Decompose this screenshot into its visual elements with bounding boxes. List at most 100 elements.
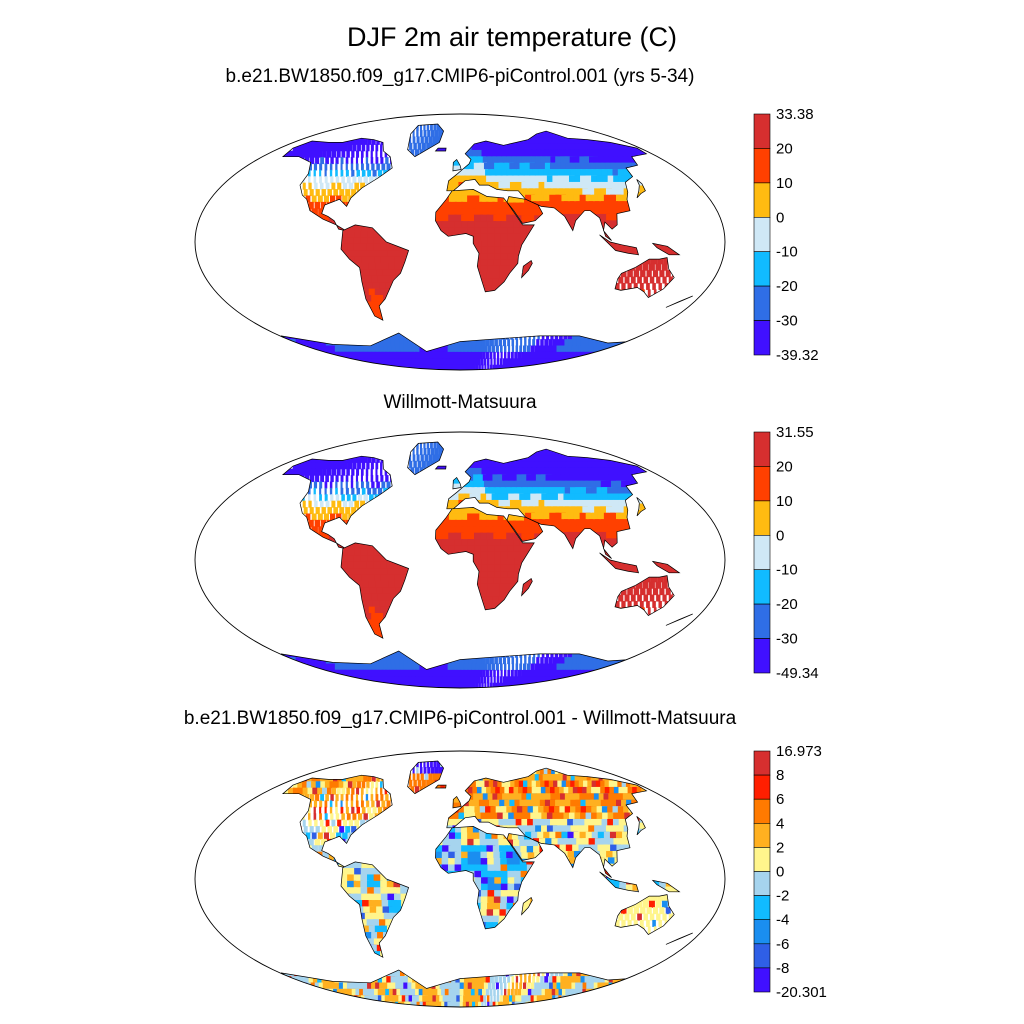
colorbar: 16.973 8 6 4 2 0 -2 -4 -6 -8 -20.301 [753,743,827,1001]
colorbar-label: -6 [776,936,789,953]
colorbar-swatch [753,285,771,321]
colorbar-swatch [753,148,771,184]
coastline-indonesia [599,871,639,893]
coastline-newGuinea [651,242,681,256]
figure-title: DJF 2m air temperature (C) [346,22,678,52]
coastline-uk [452,476,462,490]
colorbar-label: 0 [776,209,784,226]
coastline-newZealand [665,295,693,308]
map-boundary [194,431,726,689]
colorbar-label: 16.973 [776,743,822,760]
colorbar-label: -8 [776,960,789,977]
field-newZealand [669,296,692,308]
colorbar-label: 2 [776,839,784,856]
coastline-southAmerica [340,861,410,958]
colorbar-label: 31.55 [776,424,814,441]
coastline-australia [614,575,675,616]
field-iceland [435,466,447,469]
colorbar-label: -20.301 [776,984,827,1001]
field-japan [636,497,646,516]
coastline-uk [452,795,462,809]
colorbar-swatch [753,466,771,502]
coastline-arabia [506,196,544,224]
colorbar-swatch [753,603,771,639]
colorbar-label: 33.38 [776,106,814,123]
field-northAmerica [282,775,393,868]
coastline-newGuinea [651,879,681,893]
field-antarctica [281,651,629,688]
colorbar-label: 6 [776,791,784,808]
coastline-madagascar [521,577,533,597]
coastline-greenland [407,441,444,476]
field-northAmerica [282,138,393,231]
colorbar-swatch [753,638,771,674]
coastline-indonesia [599,234,639,256]
colorbar-swatch [753,431,771,467]
field-australia [615,894,675,935]
panel-2-map: 31.55 20 10 0 -10 -20 -30 -49.34 [194,424,819,689]
map-boundary [194,750,726,1008]
colorbar-swatch [753,774,771,800]
coastline-africa [435,189,535,293]
colorbar-label: 0 [776,527,784,544]
colorbar: 31.55 20 10 0 -10 -20 -30 -49.34 [753,424,819,682]
coastline-southAmerica [340,224,410,321]
colorbar-label: 10 [776,493,793,510]
coastline-northAmerica [281,774,393,868]
coastline-arabia [506,833,544,861]
colorbar-swatch [753,798,771,824]
land-field [280,760,693,1007]
field-southAmerica [341,542,409,639]
colorbar-label: -30 [776,631,798,648]
colorbar-label: 8 [776,767,784,784]
colorbar-swatch [753,823,771,848]
panel-3-title: b.e21.BW1850.f09_g17.CMIP6-piControl.001… [183,708,737,729]
field-iceland [435,785,447,788]
colorbar-label: -4 [776,912,789,929]
colorbar-label: 0 [776,864,784,881]
colorbar-swatch [753,919,771,945]
field-australia [615,575,675,616]
field-newZealand [669,614,692,626]
field-madagascar [522,260,533,278]
field-northAmerica [282,456,393,549]
coastline-indonesia [599,552,639,574]
colorbar-swatch [753,217,771,253]
colorbar-label: 4 [776,815,784,832]
colorbar-swatch [753,967,771,993]
coastline-madagascar [521,896,533,916]
panel-2-title: Willmott-Matsuura [383,392,537,413]
colorbar-label: -49.34 [776,665,819,682]
colorbar-label: 20 [776,140,793,157]
coastline-iceland [434,465,447,470]
coastline-southAmerica [340,542,410,639]
field-indonesia [599,552,639,573]
coastline-greenland [407,123,444,158]
panel-3-map: 16.973 8 6 4 2 0 -2 -4 -6 -8 -20.301 [194,743,827,1008]
coastline-newZealand [665,613,693,626]
coastline-japan [636,816,646,836]
colorbar-label: -10 [776,244,798,261]
colorbar-swatch [753,535,771,571]
field-indonesia [599,871,639,892]
coastline-arabia [506,514,544,542]
field-japan [636,179,646,198]
coastline-australia [614,257,675,298]
field-newZealand [669,933,692,945]
colorbar-label: -2 [776,888,789,905]
field-southAmerica [341,861,409,958]
colorbar-swatch [753,182,771,218]
colorbar-swatch [753,943,771,969]
colorbar-label: -20 [776,596,798,613]
coastline-eurasia [446,130,648,241]
colorbar-swatch [753,320,771,356]
coastline-iceland [434,784,447,789]
colorbar-label: 20 [776,458,793,475]
coastline-greenland [407,760,444,795]
field-iceland [435,148,447,151]
colorbar-swatch [753,569,771,605]
map-boundary [194,113,726,371]
colorbar-swatch [753,251,771,287]
coastline-africa [435,507,535,611]
colorbar-swatch [753,113,771,149]
